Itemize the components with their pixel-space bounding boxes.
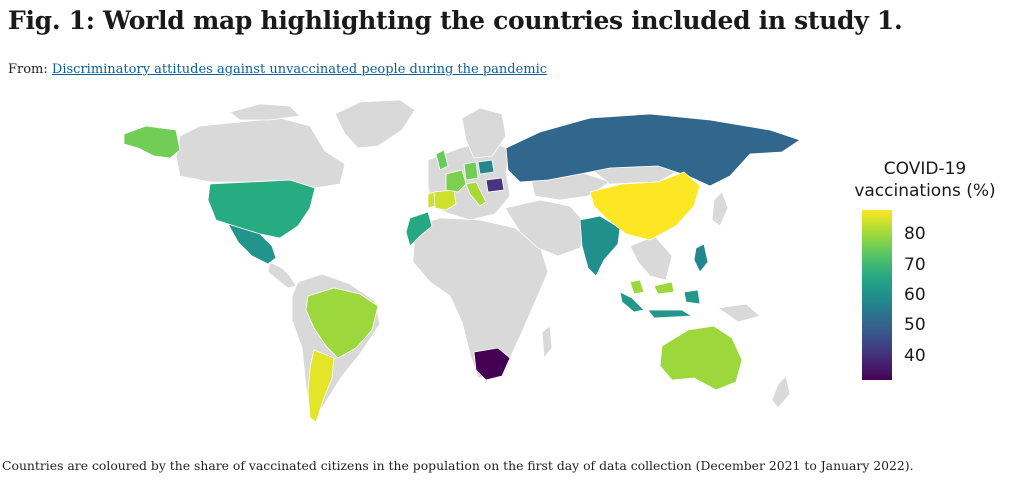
- country-india: [579, 215, 621, 277]
- land-central-america: [267, 261, 297, 289]
- legend-tick-label: 80: [904, 224, 926, 245]
- legend-title-line2: vaccinations (%): [854, 181, 996, 201]
- source-line: From: Discriminatory attitudes against u…: [8, 62, 547, 77]
- land-middle-east: [504, 199, 589, 257]
- country-malaysia: [629, 279, 675, 295]
- country-china: [589, 171, 701, 241]
- legend-tick-mark: [892, 295, 898, 296]
- country-indonesia: [619, 289, 701, 319]
- country-south-africa: [473, 347, 511, 381]
- land-japan: [711, 191, 729, 227]
- country-alaska-region: [123, 125, 181, 159]
- country-united-kingdom: [435, 149, 449, 171]
- figure-caption: Countries are coloured by the share of v…: [2, 458, 914, 473]
- legend-colorbar: [862, 210, 892, 380]
- legend-tick-mark: [892, 325, 898, 327]
- from-label: From:: [8, 62, 48, 77]
- land-new-zealand: [771, 375, 791, 409]
- legend-tick-label: 40: [904, 345, 926, 366]
- country-mexico: [227, 223, 277, 265]
- land-new-guinea: [717, 303, 761, 323]
- legend-title-line1: COVID-19: [883, 159, 967, 179]
- legend-tick-label: 70: [904, 254, 926, 275]
- country-australia: [659, 325, 743, 391]
- figure-title: Fig. 1: World map highlighting the count…: [8, 6, 903, 35]
- country-romania: [485, 177, 505, 193]
- country-italy: [465, 181, 487, 207]
- country-argentina: [307, 349, 335, 423]
- world-map-svg: [123, 99, 801, 423]
- country-russia: [505, 113, 801, 187]
- highlighted-countries: [123, 113, 801, 423]
- country-philippines: [693, 243, 709, 273]
- country-morocco: [405, 211, 433, 247]
- world-map: [110, 96, 810, 434]
- legend-tick-mark: [892, 264, 898, 266]
- land-greenland: [334, 99, 416, 149]
- legend-tick-label: 60: [904, 285, 926, 305]
- land-scandinavia: [461, 107, 507, 159]
- country-brazil: [305, 287, 379, 359]
- legend-tick-mark: [892, 355, 898, 357]
- land-madagascar: [541, 325, 553, 359]
- land-southeast-asia: [629, 235, 673, 281]
- country-france: [445, 169, 467, 193]
- land-arctic-islands: [229, 103, 301, 121]
- country-poland: [477, 159, 495, 175]
- land-canada: [175, 117, 346, 189]
- legend-tick-label: 50: [904, 315, 926, 336]
- legend-title: COVID-19 vaccinations (%): [830, 158, 1020, 202]
- country-germany: [463, 161, 479, 181]
- legend-tick-mark: [892, 234, 898, 236]
- legend: COVID-19 vaccinations (%) 80 70 60 50 40: [830, 158, 1020, 388]
- source-article-link[interactable]: Discriminatory attitudes against unvacci…: [51, 62, 548, 77]
- country-united-states: [207, 179, 316, 239]
